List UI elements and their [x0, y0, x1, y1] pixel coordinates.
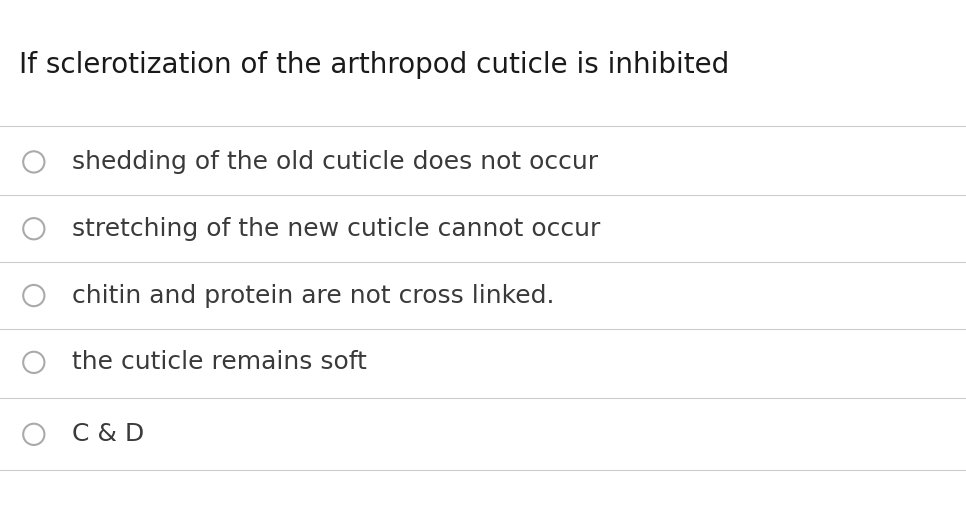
- Text: stretching of the new cuticle cannot occur: stretching of the new cuticle cannot occ…: [72, 217, 601, 241]
- Text: shedding of the old cuticle does not occur: shedding of the old cuticle does not occ…: [72, 150, 599, 174]
- Text: If sclerotization of the arthropod cuticle is inhibited: If sclerotization of the arthropod cutic…: [19, 51, 729, 79]
- Text: the cuticle remains soft: the cuticle remains soft: [72, 351, 367, 374]
- Text: C & D: C & D: [72, 423, 145, 446]
- Text: chitin and protein are not cross linked.: chitin and protein are not cross linked.: [72, 284, 554, 307]
